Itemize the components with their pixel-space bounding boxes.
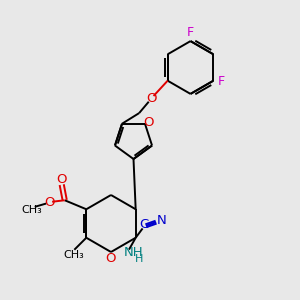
Text: O: O (144, 116, 154, 129)
Text: N: N (157, 214, 167, 227)
Text: F: F (218, 75, 225, 88)
Text: O: O (56, 173, 67, 186)
Text: C: C (140, 218, 149, 231)
Text: O: O (146, 92, 156, 105)
Text: O: O (106, 252, 116, 265)
Text: O: O (44, 196, 54, 209)
Text: NH: NH (124, 246, 143, 259)
Text: CH₃: CH₃ (63, 250, 84, 260)
Text: CH₃: CH₃ (21, 206, 42, 215)
Text: F: F (187, 26, 194, 39)
Text: H: H (135, 254, 144, 264)
